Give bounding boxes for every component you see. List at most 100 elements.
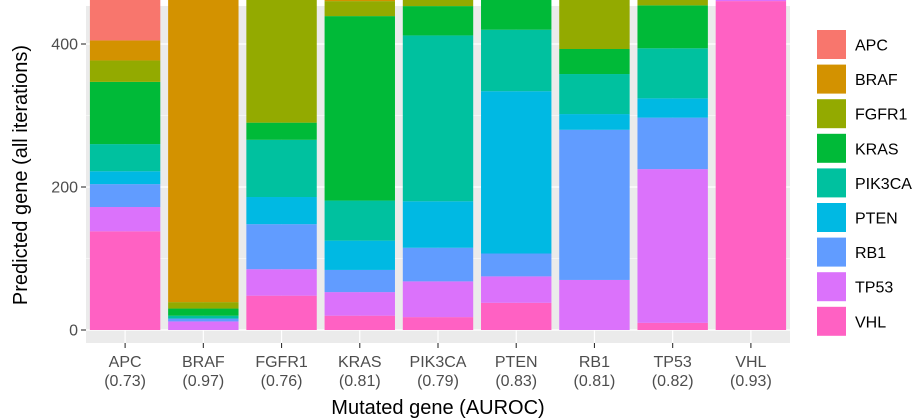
bar-segment-pik3ca-rb1	[402, 247, 474, 282]
x-tick-label: APC	[109, 354, 142, 371]
bar-segment-braf-rb1	[168, 318, 239, 322]
bar-segment-tp53-kras	[637, 5, 708, 49]
bar-segment-fgfr1-rb1	[246, 224, 317, 270]
bar-segment-kras-rb1	[324, 269, 395, 293]
bar-segment-braf-kras	[168, 308, 239, 316]
bar-segment-rb1-rb1	[559, 129, 630, 280]
bar-segment-apc-tp53	[89, 207, 161, 232]
bar-segment-rb1-tp53	[559, 279, 630, 330]
bar-segment-kras-kras	[324, 16, 395, 201]
bar-segment-kras-pten	[324, 240, 395, 270]
bar-segment-pik3ca-fgfr1	[402, 0, 474, 7]
bar-segment-apc-braf	[89, 40, 161, 61]
x-tick-label: PIK3CA	[410, 354, 467, 371]
bars	[89, 0, 787, 330]
legend-item-pik3ca: PIK3CA	[817, 168, 912, 198]
y-axis-title: Predicted gene (all iterations)	[10, 45, 32, 305]
bar-segment-fgfr1-kras	[246, 122, 317, 140]
bar-segment-kras-vhl	[324, 315, 395, 330]
legend-label: TP53	[855, 280, 893, 297]
x-tick-label: TP53	[654, 354, 692, 371]
y-axis: 0 200 400	[51, 37, 86, 340]
x-tick-auroc: (0.83)	[495, 373, 537, 390]
legend-label: VHL	[855, 314, 886, 331]
legend-item-pten: PTEN	[817, 203, 898, 232]
x-tick-label: BRAF	[182, 354, 225, 371]
legend-item-vhl: VHL	[817, 306, 886, 336]
y-tick-label: 0	[69, 323, 78, 340]
x-tick-auroc: (0.81)	[574, 373, 616, 390]
x-tick-label: PTEN	[495, 354, 538, 371]
legend-label: FGFR1	[855, 107, 908, 124]
x-tick-auroc: (0.79)	[417, 373, 459, 390]
legend-key	[817, 133, 846, 163]
bar-segment-pik3ca-pik3ca	[402, 35, 474, 202]
bar-segment-tp53-rb1	[637, 117, 708, 170]
x-tick-auroc: (0.76)	[261, 373, 303, 390]
bar-segment-tp53-tp53	[637, 169, 708, 323]
legend-label: PIK3CA	[855, 176, 912, 193]
x-tick-label: KRAS	[338, 354, 382, 371]
legend-item-rb1: RB1	[817, 237, 886, 267]
x-tick-auroc: (0.97)	[182, 373, 224, 390]
bar-segment-apc-pten	[89, 171, 161, 185]
legend-key	[817, 99, 846, 129]
bar-segment-tp53-vhl	[637, 322, 708, 330]
bar-segment-apc-kras	[89, 81, 161, 145]
x-tick-auroc: (0.73)	[104, 373, 146, 390]
legend-item-fgfr1: FGFR1	[817, 99, 908, 129]
bar-segment-pten-pik3ca	[481, 29, 552, 92]
bar-segment-kras-pik3ca	[324, 200, 395, 241]
legend-key	[817, 272, 846, 302]
x-tick-label: FGFR1	[255, 354, 308, 371]
bar-segment-vhl-tp53	[715, 0, 787, 2]
legend-item-braf: BRAF	[817, 64, 898, 94]
bar-segment-pik3ca-vhl	[402, 317, 474, 330]
bar-segment-pik3ca-pten	[402, 201, 474, 248]
bar-segment-pten-pten	[481, 91, 552, 254]
x-tick-auroc: (0.93)	[730, 373, 772, 390]
legend-key	[817, 168, 846, 198]
bar-segment-apc-vhl	[89, 231, 161, 330]
bar-segment-fgfr1-pten	[246, 197, 317, 225]
bar-segment-pik3ca-kras	[402, 6, 474, 36]
bar-segment-tp53-pten	[637, 98, 708, 118]
bar-segment-apc-rb1	[89, 184, 161, 208]
bar-segment-kras-braf	[324, 0, 395, 2]
bar-segment-apc-fgfr1	[89, 60, 161, 82]
bar-segment-tp53-fgfr1	[637, 0, 708, 6]
legend-label: BRAF	[855, 72, 898, 89]
bar-segment-rb1-pten	[559, 114, 630, 130]
bar-segment-kras-fgfr1	[324, 1, 395, 17]
bar-segment-vhl-vhl	[715, 1, 787, 330]
bar-segment-pten-rb1	[481, 253, 552, 277]
bar-segment-pten-vhl	[481, 302, 552, 330]
bar-segment-tp53-pik3ca	[637, 48, 708, 99]
bar-segment-apc-pik3ca	[89, 144, 161, 172]
bar-segment-apc-apc	[89, 0, 161, 41]
bar-segment-braf-tp53	[168, 321, 239, 330]
bar-segment-rb1-pik3ca	[559, 74, 630, 115]
y-tick-label: 200	[51, 180, 78, 197]
legend-key	[817, 203, 846, 232]
bar-segment-pten-tp53	[481, 276, 552, 303]
legend-label: KRAS	[855, 141, 899, 158]
bar-segment-pten-kras	[481, 0, 552, 30]
bar-segment-fgfr1-tp53	[246, 269, 317, 296]
legend-item-apc: APC	[817, 30, 888, 59]
legend-label: PTEN	[855, 211, 898, 228]
legend-key	[817, 30, 846, 59]
x-tick-label: RB1	[579, 354, 610, 371]
legend-key	[817, 237, 846, 267]
x-tick-auroc: (0.81)	[339, 373, 381, 390]
bar-segment-kras-tp53	[324, 292, 395, 316]
bar-segment-braf-pik3ca	[168, 315, 239, 319]
legend-label: APC	[855, 38, 888, 55]
x-tick-auroc: (0.82)	[652, 373, 694, 390]
bar-segment-fgfr1-fgfr1	[246, 0, 317, 123]
x-axis: APC (0.73) BRAF (0.97) FGFR1 (0.76) KRAS (0.81)…	[104, 343, 772, 390]
x-tick-label: VHL	[735, 354, 766, 371]
y-tick-label: 400	[51, 37, 78, 54]
legend-key	[817, 64, 846, 94]
bar-segment-rb1-kras	[559, 49, 630, 75]
